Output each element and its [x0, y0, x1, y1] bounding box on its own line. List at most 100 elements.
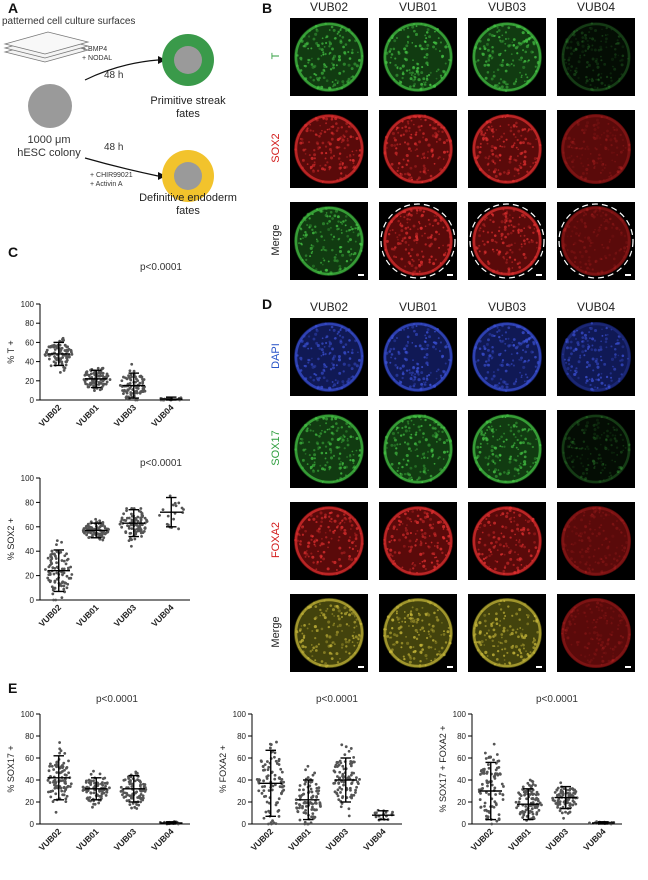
data-point [304, 802, 307, 805]
panel-d-image-merge-vub03 [468, 594, 546, 672]
data-point [126, 377, 129, 380]
y-tick-label: 100 [21, 300, 35, 309]
data-point [69, 577, 72, 580]
data-point [59, 358, 62, 361]
data-point [499, 772, 502, 775]
y-axis-label: % FOXA2 + [218, 745, 228, 793]
panel-b-image-t-vub03 [468, 18, 546, 96]
data-point [310, 821, 313, 824]
data-point [67, 759, 70, 762]
data-point [534, 806, 537, 809]
data-point [103, 777, 106, 780]
data-point [49, 790, 52, 793]
data-point [309, 780, 312, 783]
data-point [99, 772, 102, 775]
panel-d-image-sox17-vub04 [557, 410, 635, 488]
data-point [119, 523, 122, 526]
data-point [302, 788, 305, 791]
data-point [266, 801, 269, 804]
surface-label: patterned cell culture surfaces [2, 16, 92, 27]
data-point [66, 559, 69, 562]
data-point [102, 536, 105, 539]
data-point [83, 527, 86, 530]
data-point [270, 823, 273, 826]
data-point [63, 793, 66, 796]
data-point [166, 523, 169, 526]
data-point [355, 776, 358, 779]
data-point [58, 741, 61, 744]
data-point [355, 786, 358, 789]
data-point [537, 798, 540, 801]
data-point [301, 805, 304, 808]
data-point [136, 524, 139, 527]
y-tick-label: 80 [25, 732, 34, 741]
data-point [556, 794, 559, 797]
data-point [486, 782, 489, 785]
data-point [55, 811, 58, 814]
data-point [53, 787, 56, 790]
data-point [281, 778, 284, 781]
data-point [281, 786, 284, 789]
data-point [70, 782, 73, 785]
y-tick-label: 80 [25, 319, 34, 328]
data-point [89, 783, 92, 786]
data-point [525, 808, 528, 811]
data-point [317, 792, 320, 795]
panel-d-image-sox17-vub03 [468, 410, 546, 488]
data-point [55, 771, 58, 774]
data-point [532, 813, 535, 816]
panel-c-bottom-pvalue: p<0.0001 [140, 458, 182, 470]
data-point [51, 765, 54, 768]
data-point [273, 778, 276, 781]
category-label: VUB01 [74, 826, 101, 853]
data-point [532, 783, 535, 786]
data-point [295, 802, 298, 805]
data-point [53, 355, 56, 358]
data-point [130, 538, 133, 541]
data-point [146, 520, 149, 523]
panel-d-image-merge-vub01 [379, 594, 457, 672]
panel-d-image-foxa2-vub02 [290, 502, 368, 580]
data-point [97, 381, 100, 384]
data-point [49, 781, 52, 784]
category-label: VUB04 [581, 826, 608, 853]
category-label: VUB03 [112, 602, 139, 629]
data-point [275, 741, 278, 744]
data-point [106, 782, 109, 785]
data-point [314, 809, 317, 812]
data-point [64, 788, 67, 791]
panel-b-scale-bar [536, 274, 542, 276]
data-point [273, 756, 276, 759]
data-point [481, 772, 484, 775]
data-point [312, 774, 315, 777]
panel-b-row-merge: Merge [270, 210, 282, 270]
panel-d-image-dapi-vub02 [290, 318, 368, 396]
data-point [64, 800, 67, 803]
panel-d-letter: D [262, 296, 272, 312]
data-point [488, 793, 491, 796]
data-point [351, 762, 354, 765]
data-point [54, 779, 57, 782]
data-point [350, 782, 353, 785]
data-point [122, 779, 125, 782]
y-tick-label: 80 [25, 498, 34, 507]
data-point [71, 353, 74, 356]
panel-d-row-foxa2: FOXA2 [270, 510, 282, 570]
y-tick-label: 80 [237, 732, 246, 741]
data-point [122, 376, 125, 379]
data-point [136, 399, 139, 402]
data-point [343, 753, 346, 756]
data-point [495, 803, 498, 806]
data-point [307, 823, 310, 826]
data-point [303, 823, 306, 826]
data-point [139, 392, 142, 395]
data-point [256, 778, 259, 781]
data-point [358, 778, 361, 781]
data-point [131, 782, 134, 785]
data-point [109, 378, 112, 381]
data-point [348, 814, 351, 817]
y-tick-label: 20 [25, 377, 34, 386]
data-point [141, 382, 144, 385]
data-point [65, 346, 68, 349]
panel-d-col-vub02: VUB02 [290, 300, 368, 314]
